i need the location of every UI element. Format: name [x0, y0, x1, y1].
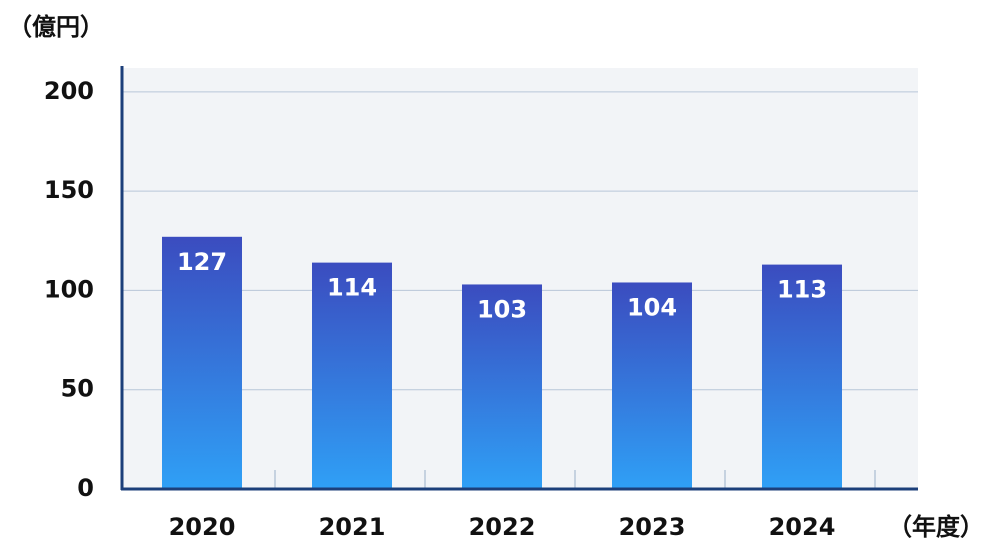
y-tick-label: 150	[44, 176, 94, 204]
value-label: 103	[477, 295, 527, 323]
y-tick-label: 200	[44, 77, 94, 105]
bar	[612, 282, 692, 489]
x-tick-label: 2020	[169, 513, 236, 541]
x-tick-label: 2022	[469, 513, 536, 541]
bar	[312, 262, 392, 489]
value-label: 114	[327, 274, 377, 302]
value-label: 104	[627, 293, 677, 321]
x-tick-label: 2023	[619, 513, 686, 541]
bar	[162, 236, 242, 489]
x-axis-label: （年度）	[888, 513, 984, 541]
y-tick-label: 100	[44, 275, 94, 303]
y-tick-label: 0	[77, 474, 94, 502]
y-axis-label: （億円）	[8, 13, 104, 41]
bar	[762, 264, 842, 489]
bar	[462, 284, 542, 489]
value-label: 113	[777, 276, 827, 304]
x-tick-label: 2024	[769, 513, 836, 541]
x-tick-label: 2021	[319, 513, 386, 541]
value-label: 127	[177, 248, 227, 276]
y-tick-label: 50	[61, 375, 94, 403]
